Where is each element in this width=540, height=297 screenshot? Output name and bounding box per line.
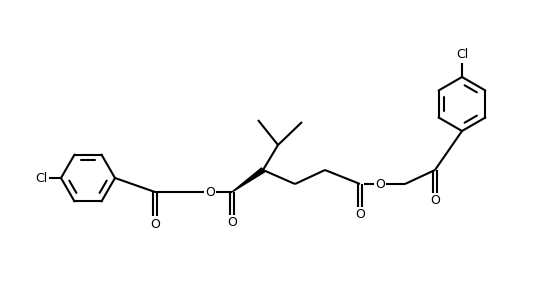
Text: Cl: Cl	[35, 171, 47, 184]
Text: O: O	[227, 217, 237, 230]
Polygon shape	[232, 168, 265, 192]
Text: O: O	[205, 186, 215, 198]
Text: O: O	[430, 195, 440, 208]
Text: O: O	[150, 217, 160, 230]
Text: O: O	[375, 178, 385, 190]
Text: O: O	[355, 208, 365, 222]
Text: Cl: Cl	[456, 48, 468, 61]
